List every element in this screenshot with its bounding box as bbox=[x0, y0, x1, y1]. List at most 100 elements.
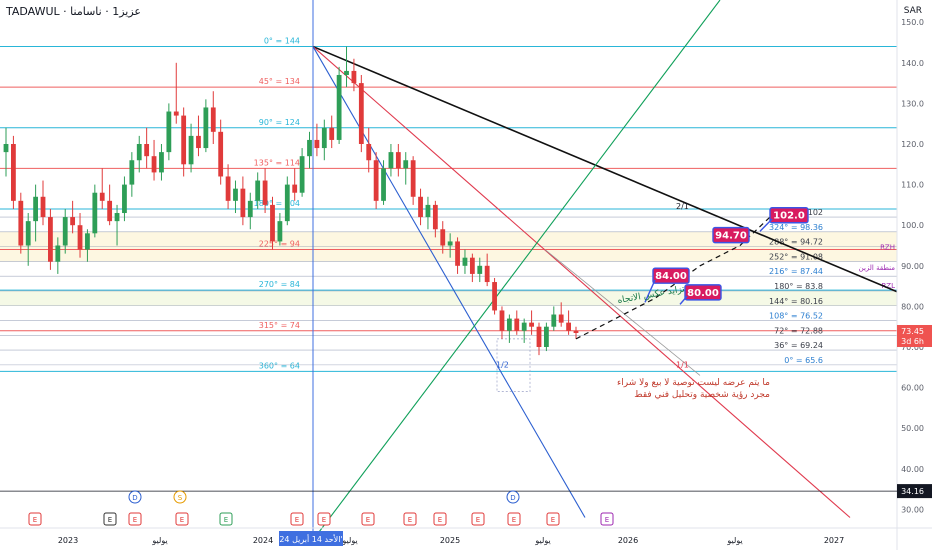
candle-body bbox=[166, 111, 172, 153]
candle-body bbox=[25, 221, 31, 246]
target-badge bbox=[769, 207, 809, 224]
event-marker-icon bbox=[403, 512, 417, 526]
candle-body bbox=[410, 160, 416, 197]
price-tick: 100.0 bbox=[901, 221, 924, 230]
candle-body bbox=[122, 184, 127, 214]
event-marker-icon bbox=[290, 512, 304, 526]
candle-body bbox=[255, 180, 261, 201]
price-tick: 140.0 bbox=[901, 59, 924, 68]
symbol-name: عزيز1 · ناسامنا bbox=[70, 5, 141, 18]
square-level-label: 288° = 94.72 bbox=[769, 238, 823, 247]
rzl-label: RZL bbox=[881, 282, 895, 290]
target-badge-value: 94.70 bbox=[715, 231, 747, 242]
candle-body bbox=[92, 192, 98, 234]
candle-body bbox=[307, 139, 312, 157]
fan-line-1x1 bbox=[312, 46, 851, 518]
target-badge-value: 84.00 bbox=[655, 271, 687, 282]
candle-body bbox=[188, 135, 194, 165]
candle-body bbox=[388, 152, 394, 169]
event-marker-glyph: E bbox=[476, 516, 480, 524]
angle-level-label: 270° = 84 bbox=[259, 280, 300, 289]
event-marker-icon bbox=[546, 512, 560, 526]
price-tick: 40.00 bbox=[901, 465, 924, 474]
badge-pointer bbox=[679, 295, 688, 305]
candle-body bbox=[62, 217, 68, 246]
candle-body bbox=[484, 265, 490, 283]
square-level-label: 252° = 91.08 bbox=[769, 252, 823, 261]
square-level-label: 36° = 69.24 bbox=[774, 341, 823, 350]
candle-body bbox=[48, 217, 53, 262]
candle-body bbox=[270, 204, 275, 242]
candle-body bbox=[455, 241, 460, 266]
candle-body bbox=[566, 322, 571, 331]
fan-line-2x1 bbox=[312, 45, 932, 308]
candle-body bbox=[329, 127, 335, 140]
price-tick: 120.0 bbox=[901, 140, 924, 149]
candle-body bbox=[499, 310, 505, 331]
candle-body bbox=[351, 70, 357, 84]
event-marker-icon bbox=[175, 512, 189, 526]
event-marker-glyph: E bbox=[551, 516, 555, 524]
fan-line-green bbox=[312, 0, 721, 541]
candle-body bbox=[233, 188, 238, 201]
candle-body bbox=[403, 160, 409, 169]
time-tick: يوليو bbox=[341, 536, 357, 545]
time-tick: 2025 bbox=[440, 536, 460, 545]
fan-line-1x2 bbox=[312, 46, 586, 518]
candle-body bbox=[210, 107, 216, 132]
candle-body bbox=[114, 213, 120, 222]
candle-body bbox=[344, 70, 349, 75]
event-marker-glyph: E bbox=[438, 516, 442, 524]
square-level-label: 180° = 83.8 bbox=[774, 282, 823, 291]
event-marker-glyph: E bbox=[366, 516, 370, 524]
event-marker-glyph: E bbox=[133, 516, 137, 524]
candle-body bbox=[321, 127, 327, 149]
event-marker-icon bbox=[219, 512, 233, 526]
candle-body bbox=[33, 196, 39, 222]
crosshair-price-value: 34.16 bbox=[901, 487, 924, 496]
time-tick: 2024 bbox=[253, 536, 273, 545]
last-price-value: 73.45 bbox=[901, 327, 924, 336]
candle-body bbox=[462, 257, 468, 266]
candle-body bbox=[247, 200, 253, 218]
candle-body bbox=[218, 131, 224, 177]
fan-label-2x1: 2/1 bbox=[676, 202, 689, 211]
target-badge bbox=[652, 267, 690, 284]
fan-line-gray bbox=[544, 249, 701, 376]
event-marker-glyph: E bbox=[180, 516, 184, 524]
candle-body bbox=[477, 265, 483, 274]
candle-body bbox=[366, 144, 372, 161]
date-highlight-label: الأحد 14 أبريل 24' bbox=[279, 534, 342, 544]
event-marker-icon bbox=[471, 512, 485, 526]
angle-level-label: 45° = 134 bbox=[259, 77, 300, 86]
dividend-marker-glyph: D bbox=[132, 494, 137, 502]
candle-body bbox=[314, 139, 320, 149]
candle-body bbox=[558, 314, 564, 323]
badge-pointer bbox=[759, 218, 773, 232]
candle-body bbox=[514, 318, 520, 331]
time-tick: يوليو bbox=[726, 536, 742, 545]
fan-label-1x2: 1/2 bbox=[496, 360, 509, 369]
square-level-label: 72° = 72.88 bbox=[774, 326, 823, 335]
candle-body bbox=[11, 144, 16, 201]
event-marker-icon bbox=[507, 512, 521, 526]
event-marker-icon bbox=[317, 512, 331, 526]
candle-body bbox=[551, 314, 557, 327]
dividend-marker-icon bbox=[506, 490, 520, 504]
candle-body bbox=[336, 74, 342, 140]
event-marker-glyph: E bbox=[322, 516, 326, 524]
price-tick: 80.00 bbox=[901, 302, 924, 311]
fan-label-1x1: 1/1 bbox=[676, 360, 689, 369]
square-level-label: 216° = 87.44 bbox=[769, 267, 823, 276]
angle-level-label: 225° = 94 bbox=[259, 240, 300, 249]
time-tick: 2023 bbox=[58, 536, 78, 545]
candle-body bbox=[262, 180, 268, 205]
time-tick: 2026 bbox=[618, 536, 638, 545]
candle-body bbox=[299, 156, 305, 193]
price-tick: 90.00 bbox=[901, 262, 924, 271]
event-marker-icon bbox=[433, 512, 447, 526]
candle-body bbox=[536, 326, 542, 347]
angle-level-label: 90° = 124 bbox=[259, 118, 300, 127]
angle-level-label: 0° = 144 bbox=[264, 37, 300, 46]
